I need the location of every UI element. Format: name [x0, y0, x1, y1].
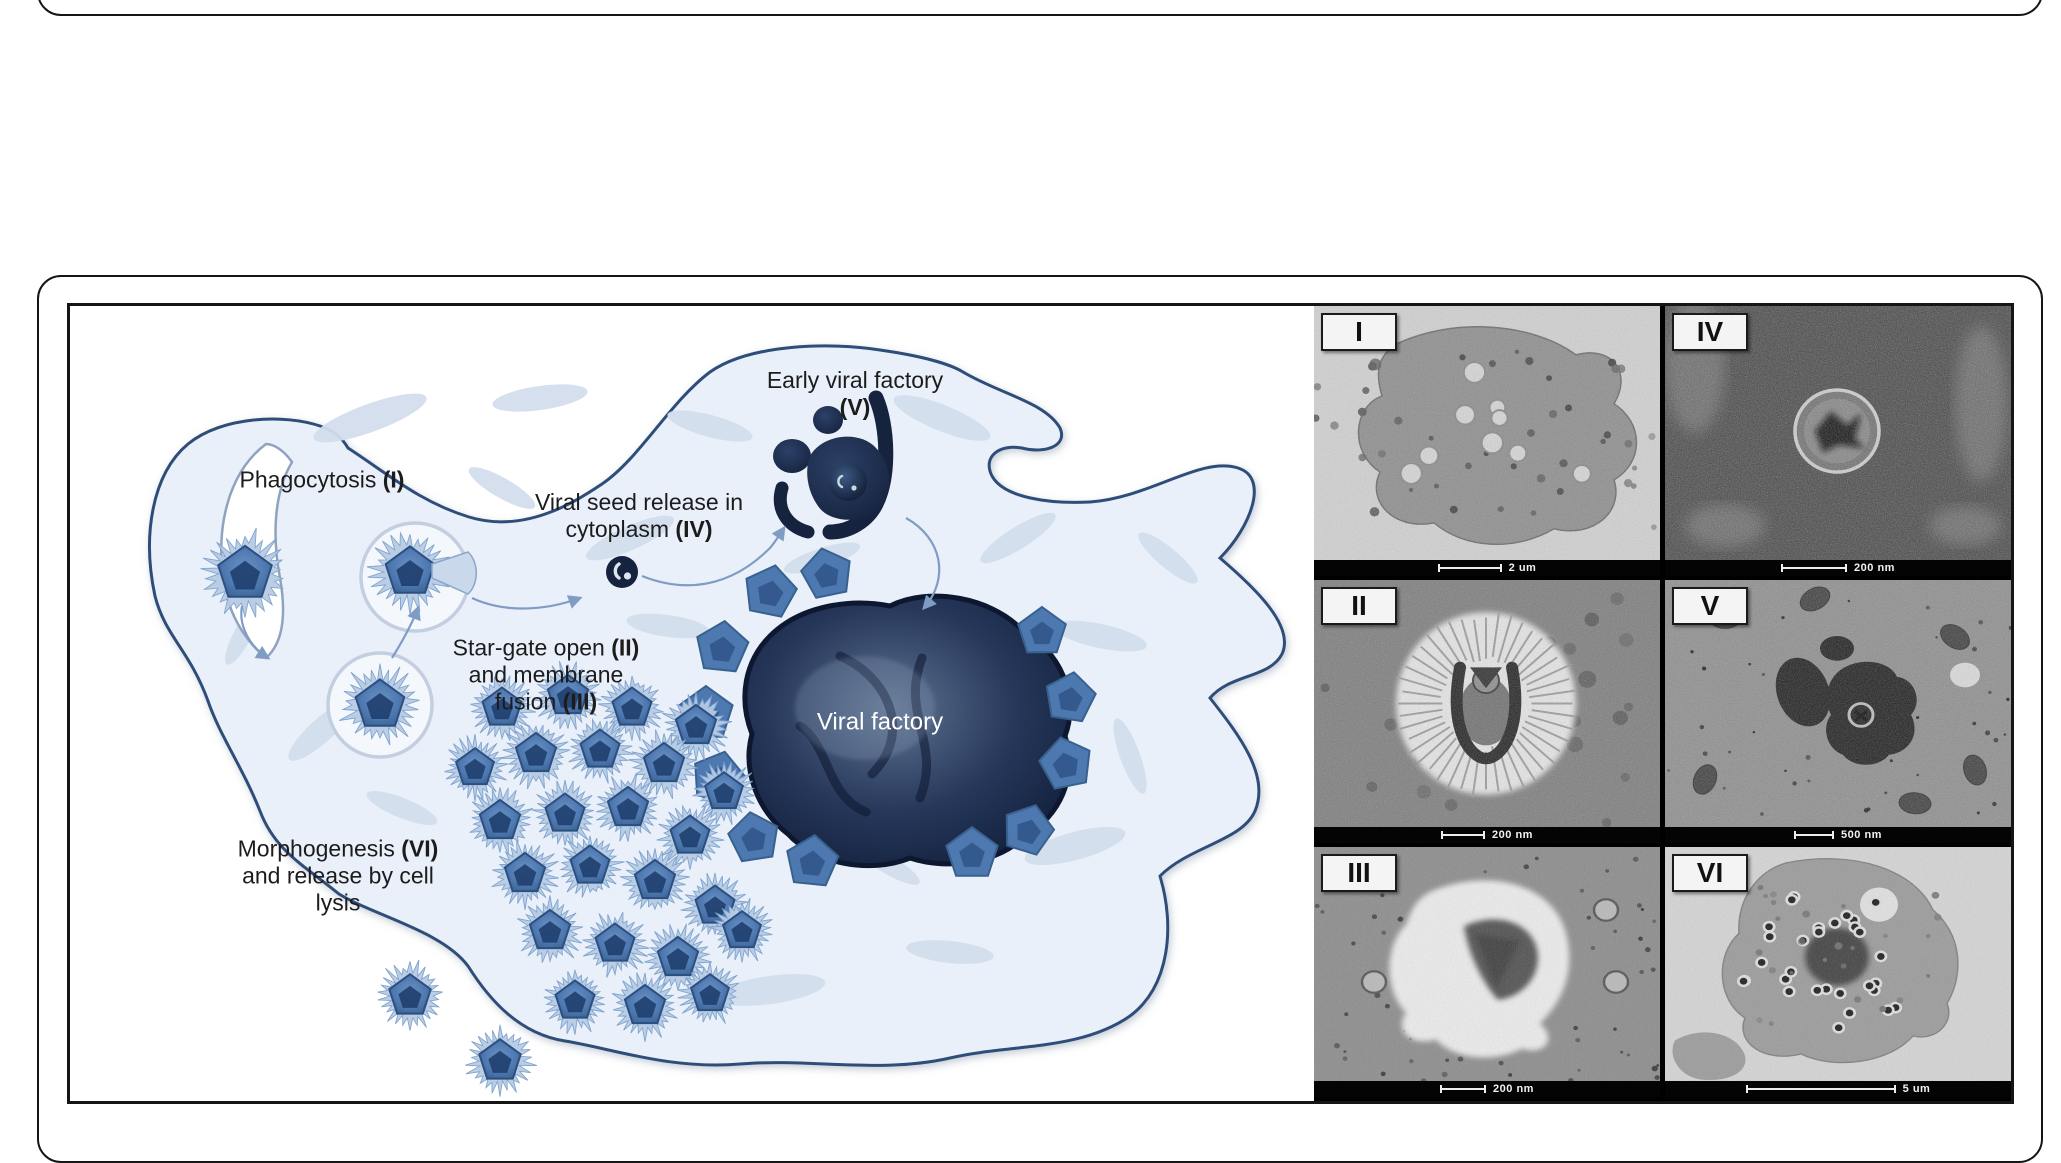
em-micrograph-I — [1314, 306, 1660, 560]
panel-numeral: VI — [1696, 857, 1724, 888]
panel-numeral: V — [1700, 590, 1720, 621]
scale-line — [1745, 1085, 1896, 1093]
scale-bar: 2 um — [1314, 560, 1660, 576]
scale-line — [1781, 564, 1848, 572]
panel-numeral: III — [1347, 857, 1371, 888]
scale-label: 200 nm — [1493, 1083, 1534, 1095]
label-morphogenesis-lysis: Morphogenesis (VI) and release by cell lys… — [238, 836, 439, 917]
em-panel-VI: VI 5 um — [1665, 847, 2011, 1097]
panel-numeral: I — [1355, 316, 1363, 347]
label-line: lysis — [315, 889, 361, 916]
label-stargate-membrane-fusion: Star-gate open (II) and membrane fusion (I… — [453, 635, 640, 716]
label-line: and release by cell — [242, 862, 434, 889]
scale-label: 200 nm — [1492, 829, 1533, 841]
scale-bar: 200 nm — [1665, 560, 2011, 576]
flow-arrow-icon — [240, 517, 941, 660]
early-viral-factory-icon — [773, 390, 894, 540]
label-line: Viral seed release in — [535, 489, 743, 515]
label-line: cytoplasm (IV) — [565, 516, 713, 542]
label-line: Viral factory — [816, 708, 944, 736]
label-line: Star-gate open (II) — [452, 634, 640, 661]
scale-label: 200 nm — [1854, 562, 1895, 574]
previous-figure-frame-edge — [37, 0, 2043, 16]
label-early-viral-factory: Early viral factory (V) — [767, 367, 943, 421]
scale-bar: 200 nm — [1314, 1081, 1660, 1097]
panel-numeral-badge: VI — [1672, 854, 1748, 892]
scale-label: 500 nm — [1841, 829, 1882, 841]
panel-numeral-badge: II — [1321, 587, 1397, 625]
scale-line — [1794, 831, 1835, 839]
amoeba-cell-illustration — [148, 344, 1286, 1097]
label-viral-seed-release: Viral seed release in cytoplasm (IV) — [535, 489, 743, 543]
label-line: Morphogenesis (VI) — [237, 835, 439, 862]
scale-line — [1437, 564, 1502, 572]
figure-outer-frame: Phagocytosis (I) Early viral factory (V) … — [37, 275, 2043, 1163]
scale-line — [1441, 831, 1486, 839]
label-line: fusion (III) — [494, 688, 598, 715]
label-phagocytosis: Phagocytosis (I) — [240, 467, 405, 494]
em-panel-IV: IV 200 nm — [1665, 306, 2011, 576]
scale-bar: 5 um — [1665, 1081, 2011, 1097]
label-viral-factory: Viral factory — [817, 709, 943, 736]
lifecycle-diagram: Phagocytosis (I) Early viral factory (V) … — [70, 306, 1320, 1101]
star-gate-trumpet-icon — [431, 551, 477, 595]
scale-bar: 200 nm — [1314, 827, 1660, 843]
panel-numeral: II — [1351, 590, 1367, 621]
em-panel-II: II 200 nm — [1314, 580, 1660, 843]
scale-label: 5 um — [1902, 1083, 1931, 1095]
em-panel-I: I 2 um — [1314, 306, 1660, 576]
panel-numeral-badge: IV — [1672, 313, 1748, 351]
label-line: and membrane — [468, 661, 624, 688]
label-line: (V) — [839, 394, 871, 420]
label-line: Early viral factory — [766, 367, 944, 393]
panel-numeral-badge: III — [1321, 854, 1397, 892]
panel-numeral: IV — [1696, 316, 1724, 347]
em-panel-grid: I 2 um IV 200 nm II 200 nm — [1314, 306, 2011, 1101]
panel-numeral-badge: I — [1321, 313, 1397, 351]
em-panel-III: III 200 nm — [1314, 847, 1660, 1097]
figure-inner-frame: Phagocytosis (I) Early viral factory (V) … — [67, 303, 2014, 1104]
scale-bar: 500 nm — [1665, 827, 2011, 843]
virion-icon — [200, 527, 773, 1097]
label-line: Phagocytosis (I) — [239, 466, 405, 493]
panel-numeral-badge: V — [1672, 587, 1748, 625]
em-panel-V: V 500 nm — [1665, 580, 2011, 843]
scale-label: 2 um — [1508, 562, 1537, 574]
scale-line — [1440, 1085, 1487, 1093]
viral-seed-icon — [604, 554, 640, 590]
em-micrograph-II — [1314, 580, 1660, 827]
